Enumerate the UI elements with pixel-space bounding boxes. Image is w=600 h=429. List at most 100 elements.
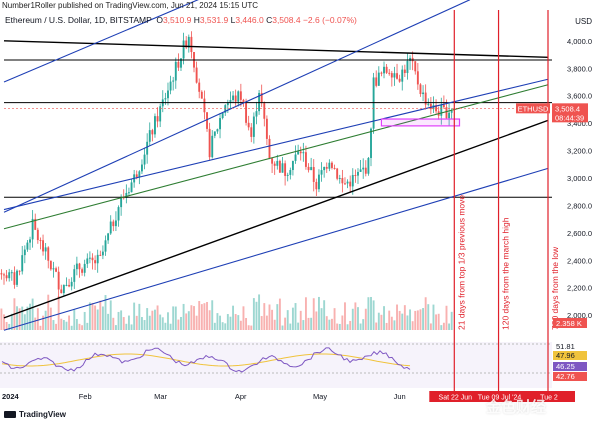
tradingview-brand[interactable]: TradingView [4,410,66,419]
volume-bar [377,312,380,330]
volume-bar [403,305,406,330]
price-tick-label: 2,600.0 [567,229,592,238]
candle-body [208,128,211,158]
volume-bar [143,320,146,330]
candle-body [414,61,417,72]
volume-bar [422,308,425,330]
candle-body [190,36,193,53]
candle-body [450,111,453,113]
candle-body [297,151,300,155]
volume-bar [203,303,206,330]
candle-body [10,272,13,274]
volume-bar [187,311,190,330]
volume-badge [553,318,587,328]
volume-bar [302,320,305,330]
candle-body [146,141,149,155]
volume-bar [138,303,141,330]
candle-body [440,104,443,116]
candle-body [31,218,34,240]
volume-bar [346,324,349,330]
volume-bar [406,315,409,330]
candle-body [367,157,370,174]
candle-body [44,247,47,252]
volume-bar [234,314,237,330]
high-label: H [193,15,200,25]
volume-bar [427,304,430,330]
low-value: 3,446.0 [235,15,264,25]
volume-bar [55,323,58,330]
candle-body [117,207,120,221]
volume-bar [224,323,227,330]
volume-bar [127,315,130,330]
volume-bar [180,316,182,330]
candle-body [78,263,81,270]
candle-body [312,167,315,182]
candle-body [81,269,84,273]
volume-bar [167,312,169,330]
volume-bar [299,310,302,330]
volume-bar [211,300,214,330]
volume-bar [190,305,193,330]
currency-label: USD [575,17,592,26]
candle-body [203,98,206,113]
candle-body [174,61,177,81]
volume-bar [338,323,341,330]
candle-body [148,130,151,142]
time-axis-label: Jun [394,392,406,401]
volume-bar [122,317,125,330]
volume-bar [278,298,281,330]
time-marker-badge [473,391,526,402]
volume-bar [260,316,263,330]
volume-bar [107,313,110,330]
volume-bar [385,322,388,330]
candle-body [70,281,73,287]
volume-bar [174,306,177,330]
vertical-annotation: 120 days from the march high [501,217,511,330]
rsi-line [1,347,411,373]
volume-bar [114,325,117,330]
candle-body [281,163,284,173]
volume-bar [172,306,175,330]
volume-bar [448,323,451,330]
candle-body [315,181,318,190]
candle-body [164,98,167,100]
volume-bar [133,302,136,330]
volume-bar [349,320,352,330]
candle-body [109,221,112,234]
candle-body [57,271,60,290]
rsi-tick-label: 51.81 [556,342,575,351]
time-marker-label: Tue 2 [540,395,558,402]
volume-bar [159,314,162,330]
candle-body [114,220,117,227]
volume-bar [344,302,346,330]
volume-bar [416,310,419,330]
price-tick-label: 3,400.0 [567,119,592,128]
trendline [3,0,199,83]
candle-body [427,103,430,105]
candle-body [101,251,104,256]
candle-body [344,183,346,185]
candle-body [396,73,398,79]
volume-bar [75,319,78,330]
volume-bar [258,294,261,330]
candle-body [401,69,404,82]
candle-body [221,112,224,119]
candle-body [383,66,385,74]
volume-bar [263,303,266,330]
candle-body [172,80,175,82]
support-zone-box [380,118,461,127]
price-tick-label: 3,000.0 [567,174,592,183]
candle-body [245,102,248,123]
symbol-name: Ethereum / U.S. Dollar, 1D, BITSTAMP [5,15,152,25]
candle-body [390,73,393,78]
candle-body [36,229,39,241]
volume-bar [372,300,375,330]
candle-body [47,247,50,261]
candle-body [333,167,336,169]
volume-bar [375,322,378,330]
trendline [3,119,549,319]
candle-body [141,164,143,172]
volume-bar [255,301,258,330]
candle-body [206,112,208,129]
